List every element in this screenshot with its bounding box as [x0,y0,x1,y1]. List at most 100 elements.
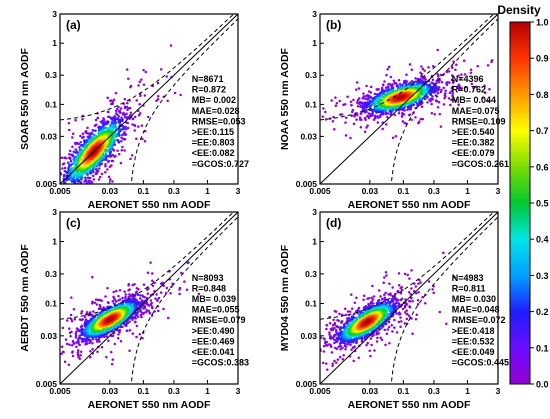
scatter-point [46,199,49,202]
scatter-point [74,148,77,151]
scatter-point [372,295,376,298]
scatter-point [66,161,70,164]
scatter-point [128,349,131,353]
scatter-point [153,281,156,284]
scatter-point [72,187,75,190]
scatter-point [346,95,349,98]
x-tick-label: 0.005 [49,186,71,196]
scatter-point [486,64,490,67]
y-tick-label: 0.03 [40,331,57,341]
scatter-point [333,323,336,326]
scatter-point [43,237,46,240]
scatter-point [70,319,74,323]
scatter-point [321,115,325,118]
scatter-point [343,344,347,348]
scatter-point [410,118,413,122]
scatter-point [391,286,394,289]
scatter-point [111,122,114,125]
scatter-point [155,99,158,103]
scatter-point [275,151,278,154]
scatter-point [73,190,76,193]
scatter-point [326,344,329,347]
scatter-point [365,84,368,88]
scatter-point [448,81,451,84]
scatter-point [416,302,420,306]
scatter-point [355,296,358,299]
scatter-point [435,79,438,83]
scatter-point [44,157,47,160]
scatter-point [293,359,296,362]
scatter-point [358,102,362,106]
scatter-point [362,294,366,298]
scatter-point [13,179,16,182]
scatter-point [329,337,333,340]
scatter-point [115,289,118,293]
x-tick-label: 0.005 [309,186,331,196]
stat-line: >EE:0.490 [192,326,235,336]
scatter-point [421,295,424,299]
scatter-point [469,71,473,75]
scatter-point [122,137,125,141]
scatter-point [135,335,138,339]
scatter-point [312,343,315,346]
scatter-point [313,120,316,123]
scatter-point [366,105,369,109]
scatter-point [407,290,411,294]
scatter-point [414,317,418,321]
scatter-point [450,74,454,77]
scatter-point [438,112,442,116]
scatter-point [403,311,407,314]
scatter-point [51,355,54,358]
scatter-point [395,331,399,334]
scatter-point [399,298,403,302]
plot-frame [319,13,499,185]
scatter-point [79,354,82,357]
scatter-point [117,121,120,124]
y-tick-label: 0.3 [45,70,57,80]
scatter-point [118,289,122,292]
scatter-point [123,106,127,110]
scatter-point [429,97,433,100]
scatter-point [349,136,352,140]
scatter-point [351,108,355,112]
scatter-point [463,73,467,76]
scatter-point [411,332,414,336]
scatter-point [86,126,89,130]
ee-upper-line [60,14,235,121]
scatter-point [336,325,339,329]
scatter-point [71,339,75,343]
stat-line: =GCOS:0.727 [192,159,249,169]
scatter-point [27,196,30,199]
scatter-point [133,124,136,127]
scatter-point [119,107,123,110]
plot-frame [59,13,239,185]
scatter-point [91,337,95,341]
scatter-point [138,297,142,300]
scatter-point [73,178,77,182]
stat-line: MAE=0.028 [192,106,240,116]
scatter-point [337,319,340,323]
x-tick-label: 0.1 [137,186,149,196]
scatter-point [304,351,307,354]
scatter-point [378,96,382,100]
scatter-point [330,351,334,354]
scatter-point [146,271,150,274]
y-tick-label: 0.1 [45,99,57,109]
y-tick-label: 0.3 [305,70,317,80]
x-tick-label: 3 [236,186,241,196]
scatter-point [131,123,134,126]
scatter-point [128,329,132,332]
scatter-point [426,83,429,87]
scatter-point [418,120,421,123]
scatter-point [119,111,122,114]
scatter-point [379,336,383,340]
scatter-point [381,84,385,87]
scatter-point [428,98,431,102]
scatter-point [325,323,329,327]
x-axis-label: AERONET 550 nm AODF [88,399,211,411]
scatter-point [325,327,328,331]
scatter-point [90,181,94,184]
scatter-point [123,97,127,101]
scatter-point [437,81,440,84]
scatter-point [488,88,491,91]
